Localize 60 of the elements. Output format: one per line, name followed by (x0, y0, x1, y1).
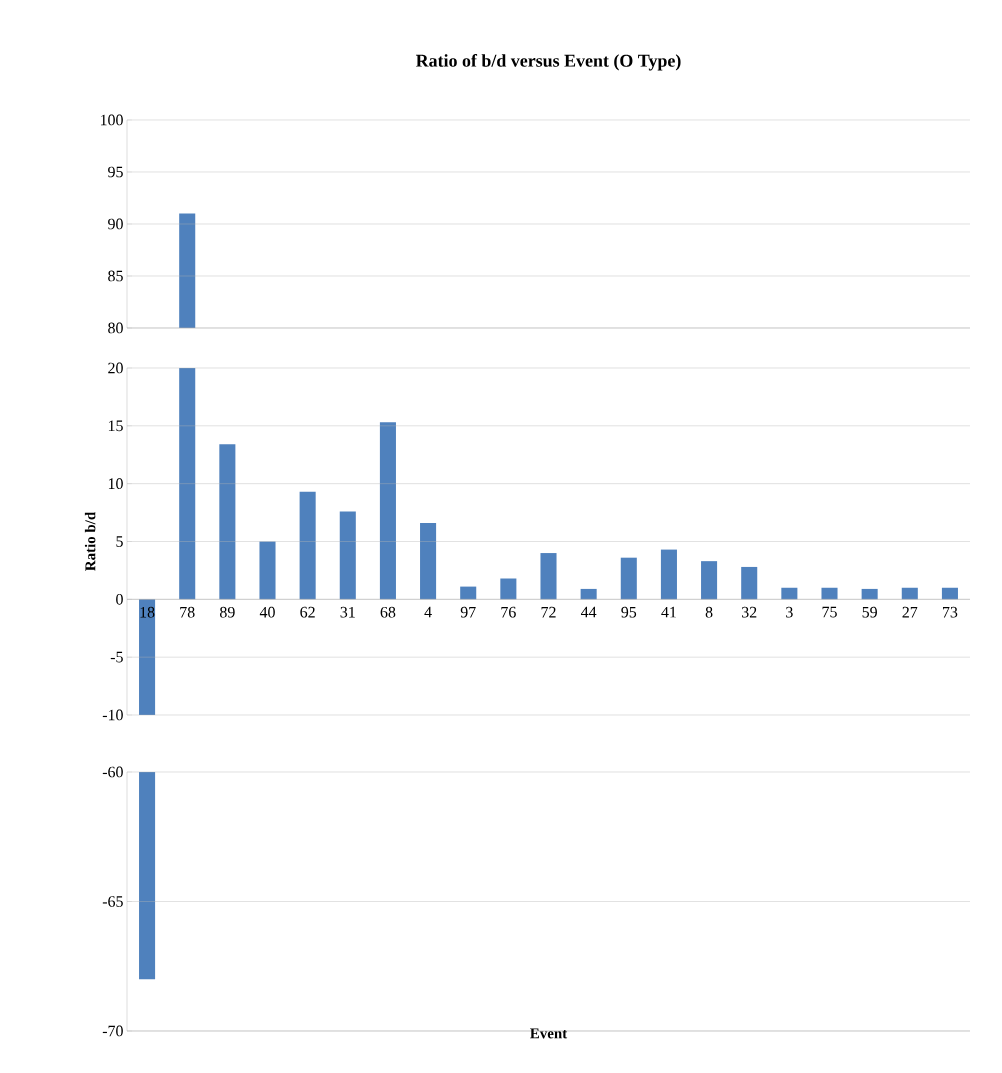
x-tick-label: 3 (786, 606, 793, 618)
y-axis-title: Ratio b/d (84, 511, 96, 571)
x-tick-label: 8 (705, 606, 713, 618)
bar (179, 367, 196, 600)
bar (139, 599, 156, 715)
x-tick-label: 40 (259, 606, 275, 618)
x-tick-label: 59 (862, 606, 877, 618)
y-tick-label: -5 (110, 651, 123, 663)
y-tick-label: -10 (102, 709, 123, 721)
y-tick-label: 95 (108, 166, 123, 178)
x-tick-label: 4 (424, 606, 432, 618)
y-tick-label: -65 (102, 896, 123, 907)
x-tick-label: 95 (621, 606, 637, 618)
x-tick-label: 62 (300, 606, 315, 618)
bar (420, 522, 437, 600)
y-tick-label: 10 (108, 478, 123, 490)
y-tick-label: 5 (116, 536, 123, 547)
y-tick-label: 100 (100, 114, 123, 126)
bar (379, 422, 396, 600)
bar (861, 588, 878, 600)
bar (299, 491, 316, 600)
x-tick-label: 76 (501, 606, 516, 618)
x-tick-label: 89 (220, 606, 235, 618)
bar (620, 557, 637, 600)
x-tick-label: 27 (902, 606, 918, 618)
bar (941, 587, 958, 600)
chart-title: Ratio of b/d versus Event (O Type) (415, 53, 681, 71)
bar (781, 587, 798, 600)
bar (219, 444, 236, 600)
x-tick-label: 31 (340, 606, 355, 618)
y-tick-label: -60 (102, 766, 123, 778)
bar (741, 566, 758, 600)
bar (701, 561, 718, 600)
bar (821, 587, 838, 600)
x-tick-label: 68 (380, 606, 396, 618)
bar (339, 511, 356, 600)
y-tick-label: 15 (108, 420, 123, 432)
x-tick-label: 78 (180, 606, 195, 618)
bar (540, 553, 557, 600)
y-tick-label: 85 (108, 270, 123, 282)
y-tick-label: 20 (108, 362, 123, 374)
bar (901, 587, 918, 600)
bar (500, 578, 517, 600)
bar (580, 588, 597, 600)
x-tick-label: 97 (460, 606, 476, 618)
x-axis-title: Event (530, 1028, 568, 1039)
bar (460, 586, 477, 600)
y-tick-label: 90 (108, 218, 123, 230)
bar (660, 549, 677, 600)
x-tick-label: 44 (580, 606, 597, 618)
bar (259, 541, 276, 600)
y-tick-label: -70 (102, 1025, 123, 1037)
x-tick-label: 18 (140, 606, 155, 618)
x-tick-label: 32 (742, 606, 757, 618)
x-tick-label: 75 (822, 606, 837, 618)
y-tick-label: 0 (116, 593, 123, 605)
x-tick-label: 41 (661, 606, 676, 618)
y-tick-label: 80 (108, 322, 123, 334)
x-tick-label: 73 (943, 606, 958, 618)
x-tick-label: 72 (541, 606, 556, 618)
